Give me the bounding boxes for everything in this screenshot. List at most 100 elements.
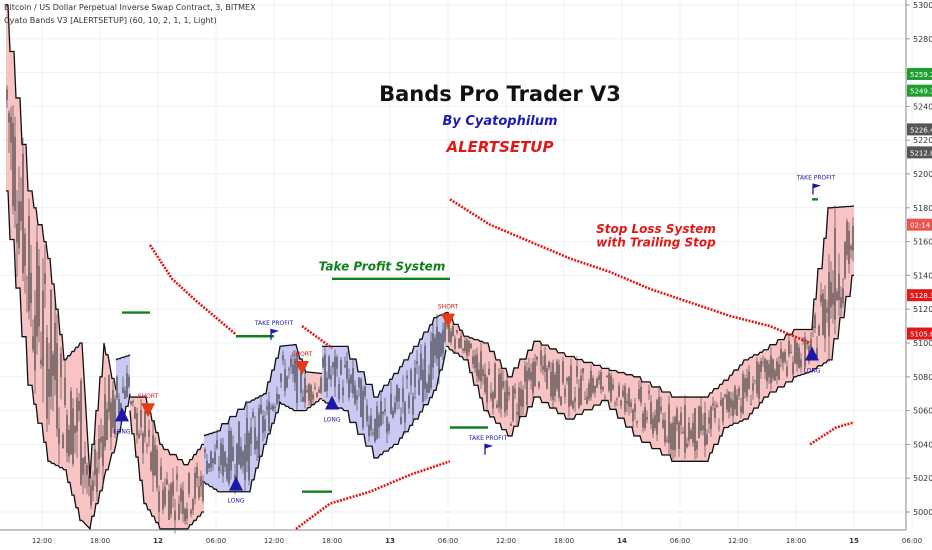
long-signal-label: LONG xyxy=(324,417,341,424)
x-tick-label: 15 xyxy=(849,537,859,545)
y-tick-label: 5160.0 xyxy=(913,238,932,247)
band-lower-line xyxy=(203,400,306,493)
band-upper-line xyxy=(115,354,131,361)
band-lower-line xyxy=(129,410,204,530)
band-upper-line xyxy=(130,396,204,466)
price-badge xyxy=(907,123,932,136)
price-badge xyxy=(907,327,932,340)
band-lower-line xyxy=(446,274,854,462)
take-profit-label: TAKE PROFIT xyxy=(468,435,508,442)
price-badge xyxy=(907,67,932,80)
band-lower-line xyxy=(305,398,322,411)
price-badge xyxy=(907,289,932,302)
y-tick-label: 5200.0 xyxy=(913,170,932,179)
y-tick-label: 5180.0 xyxy=(913,204,932,213)
x-tick-label: 13 xyxy=(385,537,395,545)
x-tick-label: 12:00 xyxy=(32,537,52,545)
take-profit-label: TAKE PROFIT xyxy=(254,320,294,327)
price-badge xyxy=(907,84,932,97)
x-tick-label: 18:00 xyxy=(322,537,342,545)
stop-loss-line xyxy=(295,460,451,530)
flag-icon xyxy=(485,443,493,449)
take-profit-label: TAKE PROFIT xyxy=(796,175,836,182)
x-tick-label: 06:00 xyxy=(438,537,458,545)
red-band-area xyxy=(446,206,854,462)
y-tick-label: 5240.0 xyxy=(913,102,932,111)
chart-title: Bands Pro Trader V3 xyxy=(379,82,621,106)
y-tick-label: 5060.0 xyxy=(913,407,932,416)
long-signal-label: LONG xyxy=(114,428,131,435)
x-tick-label: 14 xyxy=(617,537,627,545)
x-tick-label: 18:00 xyxy=(554,537,574,545)
price-badge-label: 02:14 xyxy=(910,222,931,230)
alert-label: ALERTSETUP xyxy=(446,138,554,156)
price-badge-label: 5259.2 xyxy=(910,71,932,79)
short-signal-icon xyxy=(141,403,155,418)
price-badge-label: 5105.6 xyxy=(910,331,932,339)
y-tick-label: 5040.0 xyxy=(913,440,932,449)
long-signal-label: LONG xyxy=(804,368,821,375)
price-badge-label: 5212.8 xyxy=(910,149,932,157)
price-badge-label: 5226.4 xyxy=(910,126,932,134)
flag-icon xyxy=(271,328,279,334)
y-tick-label: 5220.0 xyxy=(913,136,932,145)
candles-layer xyxy=(6,85,854,534)
y-tick-label: 5300.0 xyxy=(913,1,932,10)
y-tick-label: 5080.0 xyxy=(913,373,932,382)
x-tick-label: 18:00 xyxy=(90,537,110,545)
stop-loss-layer xyxy=(148,198,855,530)
stop-loss-line xyxy=(809,421,855,446)
price-badge xyxy=(907,146,932,159)
x-tick-label: 06:00 xyxy=(670,537,690,545)
price-badge-label: 5128.3 xyxy=(910,292,932,300)
short-signal-label: SHORT xyxy=(292,351,313,358)
price-badge-label: 5249.3 xyxy=(910,88,932,96)
x-tick-label: 12:00 xyxy=(728,537,748,545)
y-tick-label: 5020.0 xyxy=(913,474,932,483)
indicator-line: Cyato Bands V3 [ALERTSETUP] (60, 10, 2, … xyxy=(4,16,217,25)
flags-layer: TAKE PROFIT TAKE PROFIT TAKE PROFIT xyxy=(254,175,836,455)
x-tick-label: 12:00 xyxy=(264,537,284,545)
annotation-label: Stop Loss System xyxy=(596,222,716,236)
x-tick-label: 12:00 xyxy=(496,537,516,545)
y-tick-label: 5000.0 xyxy=(913,508,932,517)
x-tick-label: 18:00 xyxy=(786,537,806,545)
long-signal-icon xyxy=(115,407,129,422)
x-tick-label: 06:00 xyxy=(206,537,226,545)
band-lower-line xyxy=(322,349,447,459)
x-tick-label: 06:00 xyxy=(902,537,922,545)
y-tick-label: 5140.0 xyxy=(913,271,932,280)
signals-layer: LONG SHORT LONG SHORT LONG SHORT LONG xyxy=(114,304,821,505)
band-lower-line xyxy=(6,190,117,531)
band-upper-line xyxy=(203,344,307,437)
short-signal-label: SHORT xyxy=(138,393,159,400)
band-upper-line xyxy=(322,312,447,398)
flag-icon xyxy=(813,183,821,189)
band-upper-line xyxy=(305,371,322,375)
price-badge xyxy=(907,218,932,231)
y-tick-label: 5100.0 xyxy=(913,339,932,348)
short-signal-icon xyxy=(295,360,309,375)
stop-loss-line xyxy=(301,325,333,350)
long-signal-icon xyxy=(325,395,339,410)
band-upper-line xyxy=(446,205,854,398)
stop-loss-line xyxy=(148,244,237,336)
long-signal-icon xyxy=(805,346,819,361)
annotation-label: Take Profit System xyxy=(319,259,446,273)
band-upper-line xyxy=(6,4,117,479)
annotation-label: with Trailing Stop xyxy=(596,236,716,250)
y-tick-label: 5280.0 xyxy=(913,35,932,44)
long-signal-label: LONG xyxy=(228,498,245,505)
stop-loss-line xyxy=(449,198,811,345)
author-label: By Cyatophilum xyxy=(442,114,558,129)
x-tick-label: 12 xyxy=(153,537,163,545)
long-signal-icon xyxy=(229,476,243,491)
y-tick-label: 5120.0 xyxy=(913,305,932,314)
take-profit-layer xyxy=(122,198,818,493)
symbol-line: Bitcoin / US Dollar Perpetual Inverse Sw… xyxy=(4,3,256,12)
short-signal-icon xyxy=(441,313,455,328)
short-signal-label: SHORT xyxy=(438,304,459,311)
